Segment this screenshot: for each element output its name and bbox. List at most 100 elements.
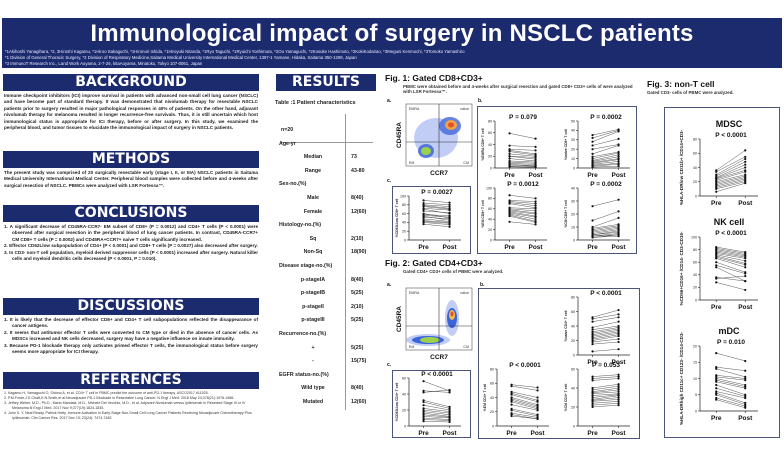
post-point: [744, 259, 747, 263]
pre-point: [715, 281, 718, 284]
pair-line: [592, 331, 619, 337]
pair-line: [716, 258, 746, 268]
y-tick-label: 40: [488, 143, 492, 147]
post-point: [617, 375, 620, 378]
pre-point: [591, 400, 594, 403]
flow-quadrant-label: naive: [460, 291, 469, 295]
post-point: [448, 407, 451, 410]
post-point: [744, 280, 747, 283]
post-point: [744, 266, 747, 269]
pair-line: [716, 177, 746, 185]
post-point: [448, 408, 451, 412]
poster-title: Immunological impact of surgery in NSCLC…: [90, 20, 694, 47]
post-point: [617, 308, 620, 312]
pair-line: [716, 282, 746, 291]
discussion-item: 1. It is likely that the decrease of eff…: [4, 317, 258, 329]
post-point: [448, 413, 451, 416]
pair-line: [592, 317, 619, 322]
y-tick-label: 0: [490, 166, 492, 170]
conclusion-item: 2. Effector CD62Llow subpopulation of CD…: [4, 243, 258, 249]
pre-point: [422, 416, 425, 420]
pre-point: [591, 144, 594, 147]
table-row: p-stageIII 5(25): [279, 314, 374, 328]
pair-line: [716, 379, 746, 387]
pair-line: [509, 164, 536, 167]
pair-line: [423, 390, 450, 393]
pair-line: [716, 250, 746, 257]
post-point: [448, 205, 451, 208]
pre-point: [591, 386, 594, 390]
conclusion-item: 3. In CD3- non-T cell population, myeloi…: [4, 249, 258, 262]
y-axis-label: %naive CD4+ T cell: [564, 310, 568, 341]
pair-line: [423, 412, 450, 417]
x-tick-label: Post: [529, 172, 544, 179]
post-point: [744, 395, 747, 398]
y-tick-label: 0: [404, 238, 406, 242]
pair-line: [592, 374, 619, 377]
post-point: [744, 377, 747, 380]
pair-line: [716, 254, 746, 262]
table-row: Mutated 12(60): [279, 396, 374, 410]
pre-point: [715, 379, 718, 382]
pair-line: [716, 378, 746, 386]
y-tick-label: 60: [490, 382, 494, 386]
pair-line: [509, 156, 536, 160]
post-point: [448, 223, 451, 226]
flow-quadrant-label: CM: [463, 161, 469, 165]
pair-line: [423, 401, 450, 409]
pre-point: [591, 134, 594, 137]
y-tick-label: 80: [693, 137, 697, 141]
y-tick-label: 80: [488, 119, 492, 123]
y-tick-label: 40: [571, 129, 575, 133]
x-tick-label: Post: [738, 415, 753, 422]
pair-line: [509, 156, 536, 158]
post-point: [534, 216, 537, 219]
pre-point: [715, 366, 718, 369]
y-tick-label: 60: [488, 207, 492, 211]
pair-line: [716, 248, 746, 254]
chart-fig1b1: 0 20 40 60 80 Pre Post %EMRA CD8+ T cell P = 0.0…: [481, 114, 547, 179]
table-row-value: 8(40): [351, 276, 364, 283]
y-tick-label: 20: [488, 155, 492, 159]
post-point: [617, 151, 620, 155]
pre-point: [591, 152, 594, 155]
pre-point: [510, 409, 513, 412]
pair-line: [716, 366, 746, 371]
pre-point: [591, 157, 594, 160]
y-tick-label: 0: [573, 166, 575, 170]
pre-point: [422, 410, 425, 413]
post-point: [744, 369, 747, 372]
post-point: [744, 157, 747, 161]
table-row-label: +: [311, 344, 315, 351]
post-point: [617, 348, 620, 351]
table-row: EGFR status-no.(%): [279, 369, 374, 383]
fig1-flow-cytometry-plot: EMRA naive EM CM CCR7 CD45RA: [396, 103, 473, 177]
p-value-label: P < 0.0001: [421, 371, 453, 378]
y-tick-label: 80: [490, 367, 494, 371]
pair-line: [592, 333, 619, 338]
y-tick-label: 60: [693, 152, 697, 156]
pair-line: [423, 216, 450, 220]
pair-line: [423, 223, 450, 228]
pre-point: [715, 380, 718, 383]
y-tick-label: 20: [402, 230, 406, 234]
table-row: Sex-no.(%): [279, 178, 374, 192]
pair-line: [423, 215, 450, 218]
table-row-label: Recurrence-no.(%): [279, 330, 327, 337]
post-point: [617, 337, 620, 341]
pre-point: [422, 412, 425, 415]
post-point: [744, 385, 747, 388]
table-row-label: Sq: [309, 235, 317, 242]
pair-line: [592, 224, 619, 229]
pre-point: [422, 420, 425, 423]
fig3-title: Fig. 3: non-T cell: [647, 79, 715, 89]
x-tick-label: Post: [443, 430, 458, 437]
table-row-value: 12(60): [351, 398, 367, 405]
pre-point: [422, 199, 425, 202]
post-point: [617, 313, 620, 316]
pre-point: [715, 393, 718, 396]
x-tick-label: Pre: [587, 359, 598, 366]
pre-point: [422, 407, 425, 410]
y-tick-label: 20: [402, 408, 406, 412]
pair-line: [716, 175, 746, 184]
